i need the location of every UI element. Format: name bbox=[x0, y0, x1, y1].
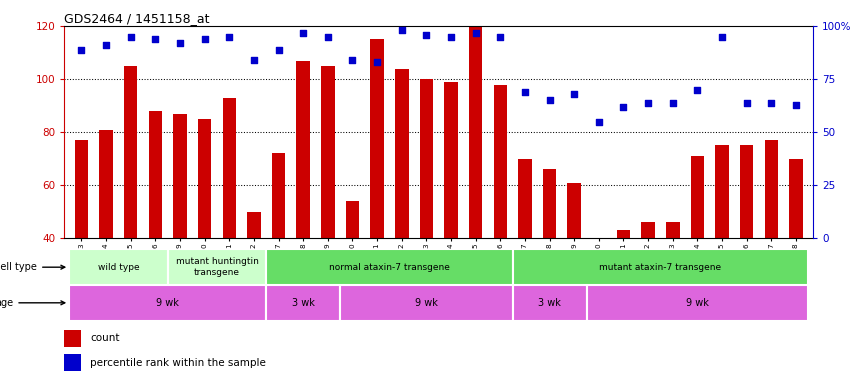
Bar bbox=[168, 249, 266, 285]
Point bbox=[124, 34, 138, 40]
Point bbox=[543, 98, 556, 104]
Bar bbox=[266, 249, 513, 285]
Bar bbox=[69, 285, 266, 321]
Point bbox=[371, 59, 384, 65]
Point bbox=[346, 57, 360, 63]
Text: mutant ataxin-7 transgene: mutant ataxin-7 transgene bbox=[599, 262, 722, 272]
Bar bbox=[124, 66, 138, 344]
Bar bbox=[321, 66, 335, 344]
Bar bbox=[173, 114, 187, 344]
Point bbox=[444, 34, 458, 40]
Bar bbox=[513, 249, 808, 285]
Bar bbox=[586, 285, 808, 321]
Point bbox=[198, 36, 211, 42]
Text: mutant huntingtin
transgene: mutant huntingtin transgene bbox=[175, 258, 259, 277]
Point bbox=[247, 57, 261, 63]
Bar bbox=[266, 285, 340, 321]
Bar bbox=[64, 330, 80, 347]
Point bbox=[789, 102, 803, 108]
Bar bbox=[346, 201, 360, 344]
Point bbox=[493, 34, 507, 40]
Point bbox=[99, 42, 113, 48]
Bar bbox=[247, 211, 261, 344]
Bar bbox=[271, 153, 285, 344]
Bar bbox=[518, 159, 532, 344]
Point bbox=[666, 99, 680, 105]
Bar bbox=[691, 156, 704, 344]
Text: 9 wk: 9 wk bbox=[157, 298, 179, 308]
Bar bbox=[69, 249, 168, 285]
Bar bbox=[444, 82, 458, 344]
Bar bbox=[223, 98, 236, 344]
Bar bbox=[716, 146, 728, 344]
Bar bbox=[149, 111, 162, 344]
Point bbox=[568, 91, 581, 97]
Bar bbox=[371, 39, 383, 344]
Text: percentile rank within the sample: percentile rank within the sample bbox=[91, 358, 266, 368]
Point bbox=[321, 34, 335, 40]
Text: age: age bbox=[0, 298, 65, 308]
Bar bbox=[568, 183, 581, 344]
Point bbox=[518, 89, 532, 95]
Point bbox=[419, 32, 433, 38]
Bar bbox=[641, 222, 655, 344]
Bar bbox=[64, 354, 80, 371]
Bar bbox=[74, 140, 88, 344]
Bar bbox=[198, 119, 211, 344]
Bar bbox=[419, 79, 433, 344]
Bar bbox=[789, 159, 803, 344]
Text: 9 wk: 9 wk bbox=[415, 298, 437, 308]
Bar bbox=[764, 140, 778, 344]
Bar bbox=[395, 69, 408, 344]
Point bbox=[173, 40, 187, 46]
Point bbox=[74, 46, 88, 53]
Point bbox=[395, 27, 408, 33]
Text: 9 wk: 9 wk bbox=[686, 298, 709, 308]
Point bbox=[271, 46, 285, 53]
Point bbox=[764, 99, 778, 105]
Bar bbox=[494, 84, 507, 344]
Text: wild type: wild type bbox=[98, 262, 140, 272]
Text: 3 wk: 3 wk bbox=[538, 298, 561, 308]
Bar bbox=[469, 26, 483, 344]
Bar bbox=[543, 169, 556, 344]
Text: GDS2464 / 1451158_at: GDS2464 / 1451158_at bbox=[64, 12, 210, 25]
Point bbox=[691, 87, 704, 93]
Point bbox=[223, 34, 236, 40]
Text: normal ataxin-7 transgene: normal ataxin-7 transgene bbox=[329, 262, 450, 272]
Point bbox=[148, 36, 162, 42]
Point bbox=[469, 30, 483, 36]
Point bbox=[592, 118, 606, 124]
Point bbox=[296, 30, 310, 36]
Text: cell type: cell type bbox=[0, 262, 65, 272]
Bar bbox=[340, 285, 513, 321]
Point bbox=[716, 34, 729, 40]
Bar bbox=[592, 267, 606, 344]
Bar bbox=[740, 146, 753, 344]
Bar bbox=[99, 129, 113, 344]
Text: count: count bbox=[91, 333, 120, 344]
Text: 3 wk: 3 wk bbox=[292, 298, 315, 308]
Point bbox=[641, 99, 655, 105]
Bar bbox=[666, 222, 680, 344]
Bar bbox=[296, 61, 310, 344]
Bar bbox=[616, 230, 630, 344]
Point bbox=[740, 99, 753, 105]
Bar bbox=[513, 285, 586, 321]
Point bbox=[616, 104, 630, 110]
